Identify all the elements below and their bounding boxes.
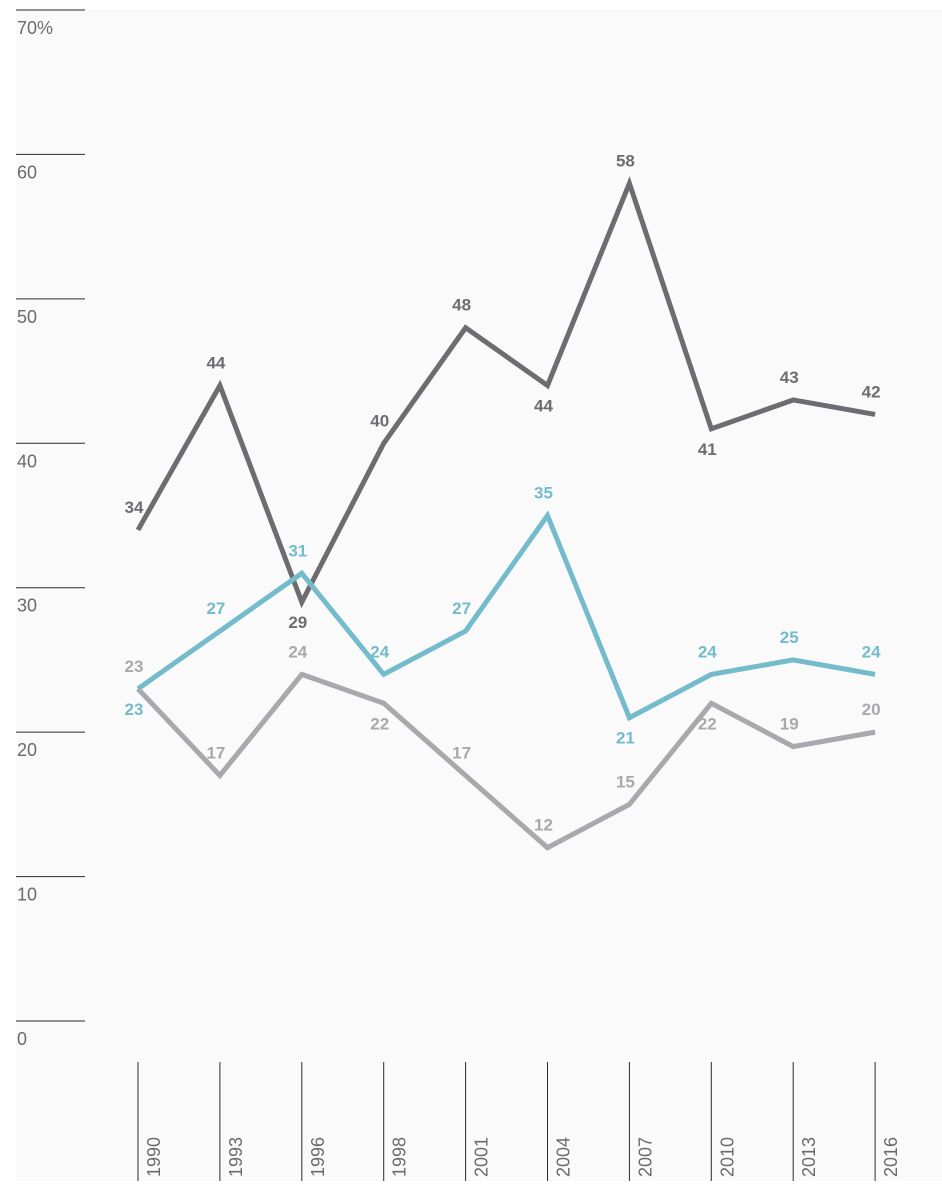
data-label-series-3: 22 xyxy=(370,714,389,733)
x-tick-label: 1993 xyxy=(226,1137,246,1177)
data-label-series-2: 31 xyxy=(288,541,307,560)
y-tick-label: 0 xyxy=(17,1029,27,1049)
x-tick-label: 2001 xyxy=(472,1137,492,1177)
data-label-series-3: 24 xyxy=(288,642,307,661)
data-label-series-3: 17 xyxy=(206,743,225,762)
series-line-3 xyxy=(136,671,876,851)
data-label-series-3: 17 xyxy=(452,743,471,762)
data-labels: 34 44 29 40 48 44 58 41 43 42 23 27 31 24 27 35 21 24 25 24… xyxy=(125,151,882,834)
data-label-series-1: 44 xyxy=(534,397,553,416)
y-tick-label: 20 xyxy=(17,740,37,760)
data-label-series-2: 23 xyxy=(125,700,144,719)
series-lines xyxy=(135,176,876,851)
data-label-series-2: 24 xyxy=(698,642,717,661)
data-label-series-2: 24 xyxy=(370,642,389,661)
x-tick-label: 1990 xyxy=(144,1137,164,1177)
data-label-series-1: 29 xyxy=(288,613,307,632)
y-tick-label: 40 xyxy=(17,451,37,471)
data-label-series-1: 40 xyxy=(370,411,389,430)
x-axis: 1990 1993 1996 1998 2001 2004 2007 2010 2013 2016 xyxy=(137,1062,901,1181)
y-tick-label: 50 xyxy=(17,307,37,327)
data-label-series-2: 24 xyxy=(862,642,881,661)
data-label-series-1: 42 xyxy=(862,382,881,401)
plot-background xyxy=(16,9,942,1181)
data-label-series-2: 27 xyxy=(452,599,471,618)
data-label-series-3: 22 xyxy=(698,714,717,733)
y-tick-label: 30 xyxy=(17,596,37,616)
x-tick-label: 2010 xyxy=(717,1137,737,1177)
x-tick-label: 1996 xyxy=(308,1137,328,1177)
data-label-series-1: 44 xyxy=(206,354,225,373)
data-label-series-3: 23 xyxy=(125,657,144,676)
data-label-series-1: 41 xyxy=(698,440,717,459)
data-label-series-1: 34 xyxy=(125,498,144,517)
data-label-series-1: 43 xyxy=(780,368,799,387)
data-label-series-2: 21 xyxy=(616,729,635,748)
data-label-series-1: 48 xyxy=(452,296,471,315)
data-label-series-3: 12 xyxy=(534,816,553,835)
y-tick-label: 70% xyxy=(17,18,53,38)
y-tick-label: 60 xyxy=(17,162,37,182)
data-label-series-2: 25 xyxy=(780,628,799,647)
series-line-2 xyxy=(136,510,876,722)
data-label-series-3: 15 xyxy=(616,772,635,791)
data-label-series-2: 27 xyxy=(206,599,225,618)
x-tick-label: 2007 xyxy=(635,1137,655,1177)
y-tick-label: 10 xyxy=(17,885,37,905)
series-line-1 xyxy=(135,176,876,609)
x-tick-label: 2016 xyxy=(881,1137,901,1177)
x-tick-label: 2013 xyxy=(799,1137,819,1177)
data-label-series-3: 20 xyxy=(862,700,881,719)
x-tick-label: 1998 xyxy=(390,1137,410,1177)
data-label-series-3: 19 xyxy=(780,715,799,734)
x-tick-label: 2004 xyxy=(554,1137,574,1177)
y-axis: 0 10 20 30 40 50 60 70% xyxy=(16,9,85,1049)
data-label-series-2: 35 xyxy=(534,484,553,503)
data-label-series-1: 58 xyxy=(616,151,635,170)
